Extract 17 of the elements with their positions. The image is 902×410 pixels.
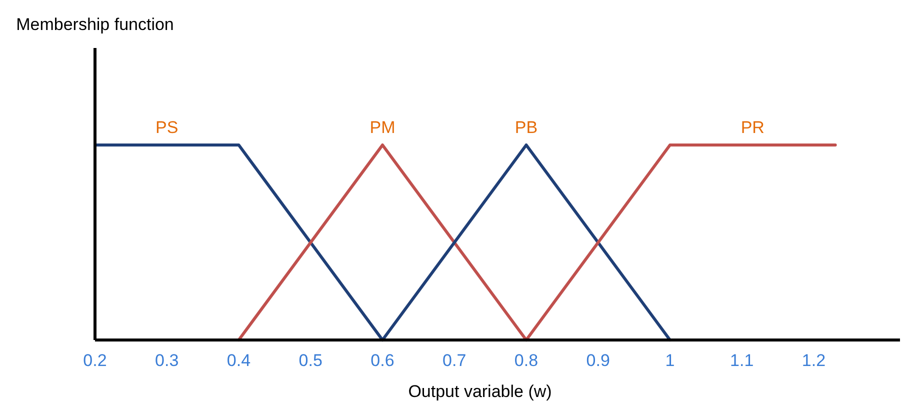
x-tick-label: 0.5 <box>298 351 322 370</box>
series-label: PB <box>514 118 538 137</box>
x-tick-label: 0.9 <box>586 351 610 370</box>
x-axis-title: Output variable (w) <box>408 382 552 401</box>
x-tick-label: 0.6 <box>370 351 394 370</box>
text: Membership function <box>16 15 174 34</box>
series-label: PS <box>156 118 178 137</box>
x-tick-label: 0.3 <box>155 351 179 370</box>
x-tick-label: 1.2 <box>802 351 826 370</box>
series-label: PM <box>370 118 396 137</box>
x-tick-label: 0.4 <box>226 351 251 370</box>
x-tick-label: 1.1 <box>730 351 754 370</box>
x-tick-label: 0.7 <box>442 351 466 370</box>
x-tick-label: 0.2 <box>83 351 107 370</box>
series-label: PR <box>740 118 764 137</box>
x-tick-label: 0.8 <box>514 351 538 370</box>
x-tick-label: 1 <box>665 351 675 370</box>
